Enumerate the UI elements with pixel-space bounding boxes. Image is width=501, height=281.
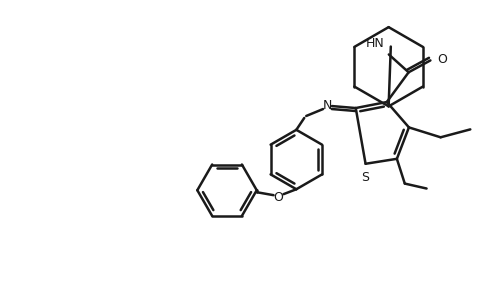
Text: O: O bbox=[273, 191, 283, 204]
Text: O: O bbox=[436, 53, 446, 66]
Text: S: S bbox=[361, 171, 369, 184]
Text: HN: HN bbox=[365, 37, 384, 49]
Text: N: N bbox=[322, 99, 331, 112]
